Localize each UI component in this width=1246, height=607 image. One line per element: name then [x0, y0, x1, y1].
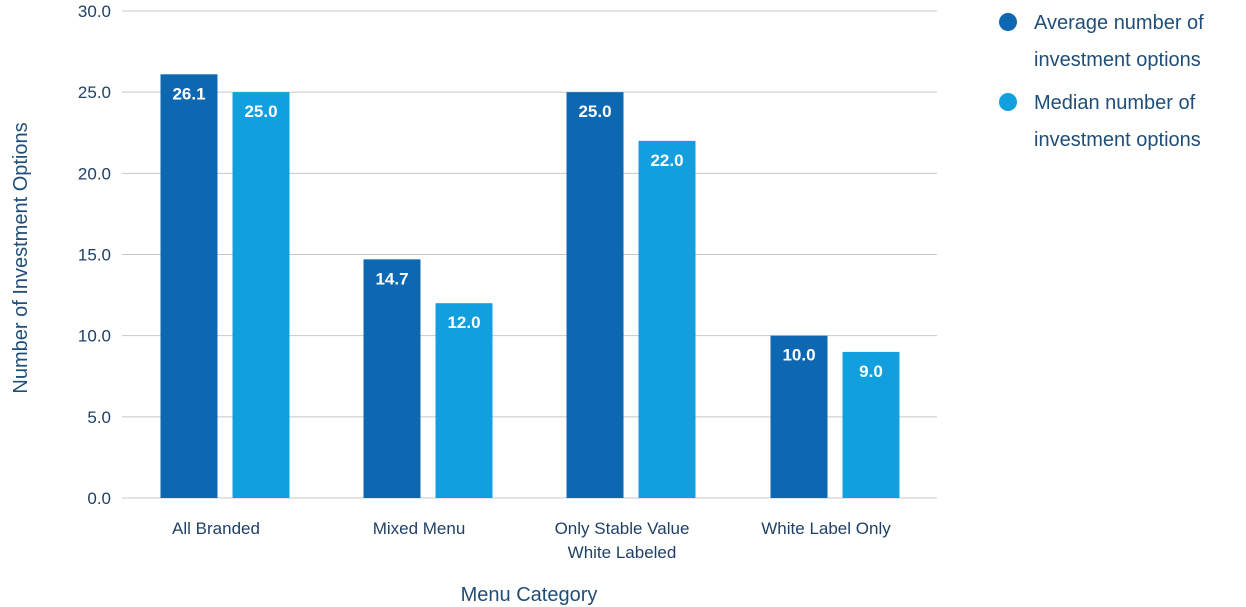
- legend: Average number of investment options Media…: [999, 12, 1204, 151]
- bar-value-label: 10.0: [782, 346, 815, 365]
- bar: [638, 140, 696, 498]
- x-axis-title: Menu Category: [461, 584, 598, 606]
- y-tick-label: 30.0: [78, 2, 111, 21]
- x-category-label-line: Mixed Menu: [373, 519, 466, 538]
- legend-swatch: [999, 13, 1017, 31]
- x-category-label: White Label Only: [761, 519, 891, 538]
- legend-label-line: investment options: [1034, 49, 1201, 71]
- bar-value-label: 22.0: [650, 151, 683, 170]
- bar-value-label: 12.0: [447, 313, 480, 332]
- bar: [435, 303, 493, 498]
- x-category-label-line: White Labeled: [568, 543, 677, 562]
- bar: [842, 351, 900, 498]
- bar-value-label: 25.0: [244, 102, 277, 121]
- x-axis-categories: All Branded Mixed Menu Only Stable Value Wh…: [172, 519, 891, 562]
- x-category-label: Only Stable Value White Labeled: [555, 519, 690, 562]
- legend-swatch: [999, 93, 1017, 111]
- bar: [160, 74, 218, 498]
- y-tick-label: 20.0: [78, 164, 111, 183]
- y-tick-label: 15.0: [78, 246, 111, 265]
- y-tick-label: 5.0: [87, 408, 111, 427]
- bar-value-label: 26.1: [172, 84, 205, 103]
- bar-value-label: 25.0: [578, 102, 611, 121]
- y-tick-label: 0.0: [87, 489, 111, 508]
- x-category-label: All Branded: [172, 519, 260, 538]
- y-axis-title: Number of Investment Options: [10, 122, 32, 393]
- data-labels: 26.1 25.0 14.7 12.0 25.0 22.0 10.0 9.0: [172, 84, 882, 381]
- bars: [160, 74, 900, 499]
- bar-value-label: 14.7: [375, 269, 408, 288]
- x-category-label-line: Only Stable Value: [555, 519, 690, 538]
- bar-value-label: 9.0: [859, 362, 883, 381]
- legend-label-line: investment options: [1034, 129, 1201, 151]
- x-category-label-line: All Branded: [172, 519, 260, 538]
- y-axis-ticks: 0.0 5.0 10.0 15.0 20.0 25.0 30.0: [78, 2, 111, 508]
- bar: [770, 335, 828, 498]
- bar: [232, 92, 290, 499]
- x-category-label-line: White Label Only: [761, 519, 891, 538]
- y-tick-label: 25.0: [78, 83, 111, 102]
- x-category-label: Mixed Menu: [373, 519, 466, 538]
- bar: [363, 259, 421, 498]
- y-tick-label: 10.0: [78, 327, 111, 346]
- legend-label-line: Average number of: [1034, 12, 1204, 34]
- legend-label-line: Median number of: [1034, 92, 1196, 114]
- bar: [566, 92, 624, 499]
